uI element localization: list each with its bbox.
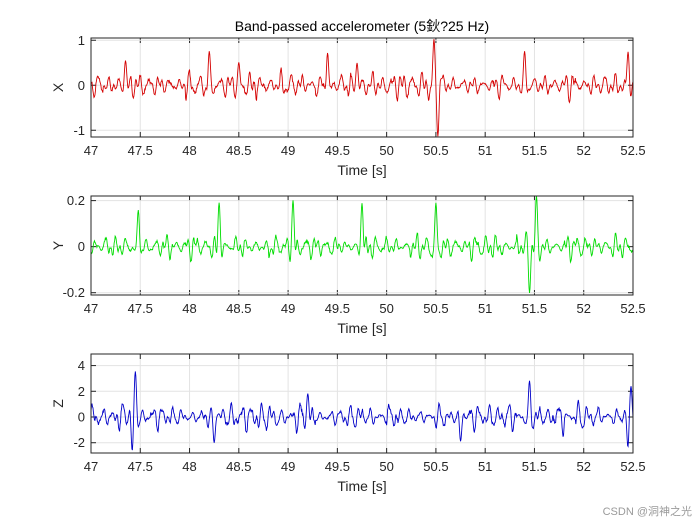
- y-tick-label: 2: [78, 384, 85, 399]
- x-tick-label: 49: [281, 301, 295, 316]
- x-tick-label: 48: [182, 459, 196, 474]
- x-tick-label: 48: [182, 301, 196, 316]
- y-tick-label: -2: [73, 435, 85, 450]
- y-tick-label: -1: [73, 123, 85, 138]
- x-tick-label: 51: [478, 459, 492, 474]
- x-tick-label: 52.5: [620, 459, 645, 474]
- x-tick-label: 47: [84, 143, 98, 158]
- x-tick-label: 51.5: [522, 301, 547, 316]
- x-tick-label: 47: [84, 301, 98, 316]
- x-tick-label: 48.5: [226, 301, 251, 316]
- x-tick-label: 52: [576, 143, 590, 158]
- x-tick-label: 52: [576, 301, 590, 316]
- x-tick-label: 47.5: [128, 143, 153, 158]
- axes-box: [90, 195, 634, 296]
- series-line-z: [91, 371, 633, 451]
- subplot-x: 47 47.5 48 48.5 49 49.5 50 50.5 51 51.5 52 52.5 -1 0 1…: [50, 18, 646, 178]
- x-tick-label: 48.5: [226, 143, 251, 158]
- y-tick-label: 4: [78, 358, 85, 373]
- chart-title: Band-passed accelerometer (5鈥?25 Hz): [235, 18, 489, 34]
- y-tick-label: -0.2: [63, 285, 85, 300]
- y-tick-label: 1: [78, 33, 85, 48]
- subplot-z: 47 47.5 48 48.5 49 49.5 50 50.5 51 51.5 52 52.5 -2 0 2…: [50, 353, 646, 494]
- x-tick-label: 47.5: [128, 301, 153, 316]
- x-tick-label: 50: [379, 301, 393, 316]
- y-tick-label: 0: [78, 410, 85, 425]
- x-tick-label: 49.5: [325, 301, 350, 316]
- x-tick-label: 49: [281, 143, 295, 158]
- x-tick-label: 50.5: [423, 143, 448, 158]
- x-tick-label: 51: [478, 143, 492, 158]
- x-tick-label: 51.5: [522, 459, 547, 474]
- y-axis-label: X: [50, 82, 66, 92]
- x-tick-label: 52: [576, 459, 590, 474]
- x-tick-label: 49.5: [325, 143, 350, 158]
- y-tick-label: 0: [78, 239, 85, 254]
- x-tick-label: 49: [281, 459, 295, 474]
- x-tick-label: 47: [84, 459, 98, 474]
- x-tick-label: 48.5: [226, 459, 251, 474]
- x-tick-label: 49.5: [325, 459, 350, 474]
- x-axis-label: Time [s]: [337, 162, 386, 178]
- x-tick-label: 50: [379, 459, 393, 474]
- series-line-x: [91, 39, 633, 137]
- x-axis-label: Time [s]: [337, 478, 386, 494]
- x-tick-label: 47.5: [128, 459, 153, 474]
- axes-box: [90, 353, 634, 454]
- axes-box: [90, 37, 634, 138]
- plot-area: [91, 354, 633, 453]
- watermark: CSDN @洞神之光: [602, 506, 692, 518]
- y-axis-label: Y: [50, 240, 66, 250]
- x-tick-label: 51: [478, 301, 492, 316]
- x-tick-label: 50: [379, 143, 393, 158]
- y-tick-label: 0: [78, 78, 85, 93]
- series-line-y: [91, 196, 633, 293]
- x-axis-label: Time [s]: [337, 320, 386, 336]
- subplot-y: 47 47.5 48 48.5 49 49.5 50 50.5 51 51.5 52 52.5 -0.2…: [50, 193, 646, 336]
- y-axis-label: Z: [50, 399, 66, 408]
- plot-area: [91, 38, 633, 137]
- x-tick-label: 52.5: [620, 143, 645, 158]
- y-tick-label: 0.2: [67, 193, 85, 208]
- x-tick-label: 52.5: [620, 301, 645, 316]
- x-tick-label: 51.5: [522, 143, 547, 158]
- x-tick-label: 50.5: [423, 301, 448, 316]
- x-tick-label: 48: [182, 143, 196, 158]
- x-tick-label: 50.5: [423, 459, 448, 474]
